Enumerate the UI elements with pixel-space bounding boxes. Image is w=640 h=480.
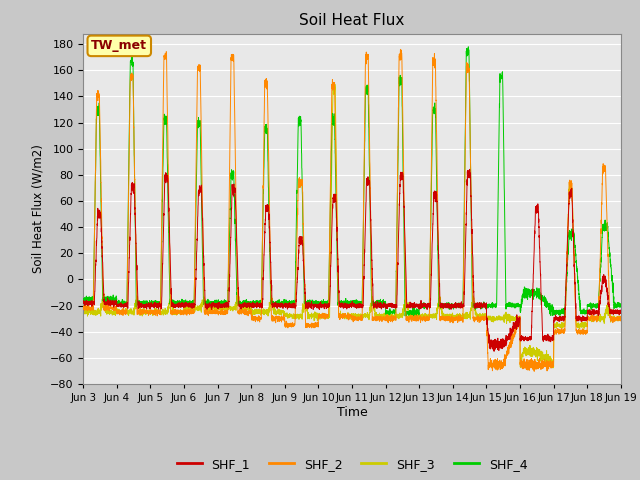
Text: TW_met: TW_met (92, 39, 147, 52)
Title: Soil Heat Flux: Soil Heat Flux (300, 13, 404, 28)
Legend: SHF_1, SHF_2, SHF_3, SHF_4: SHF_1, SHF_2, SHF_3, SHF_4 (172, 453, 532, 476)
X-axis label: Time: Time (337, 406, 367, 419)
Y-axis label: Soil Heat Flux (W/m2): Soil Heat Flux (W/m2) (31, 144, 44, 273)
